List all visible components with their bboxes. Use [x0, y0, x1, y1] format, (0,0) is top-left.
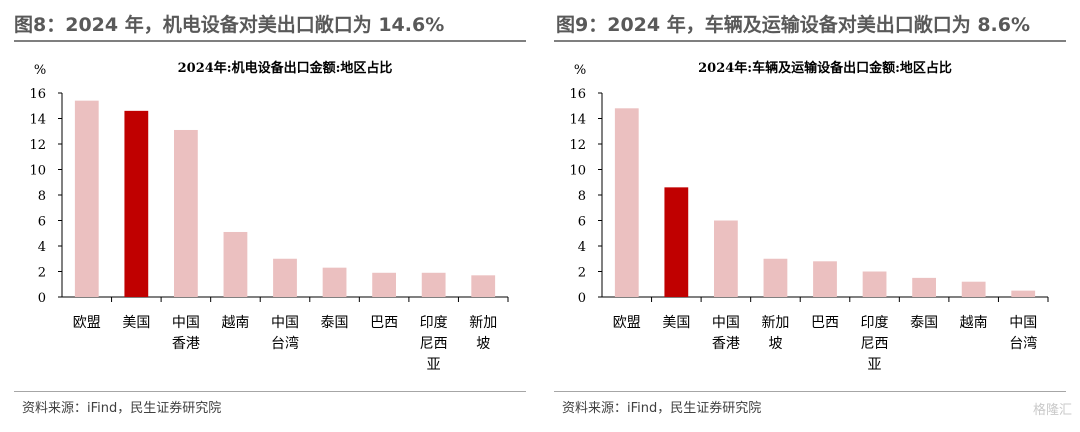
x-category-label: 巴西: [370, 315, 398, 331]
x-category-label: 新加: [469, 315, 497, 331]
bar-巴西: [372, 272, 397, 297]
figure-9-top-rule: [554, 40, 1066, 42]
watermark-logo: 格隆汇: [1032, 403, 1072, 418]
bar-中国香港: [713, 220, 738, 297]
x-category-label: 香港: [712, 336, 740, 352]
figure-8-top-rule: [14, 40, 526, 42]
y-tick-label: 16: [29, 87, 46, 102]
bar-美国: [124, 110, 149, 297]
x-category-label: 坡: [768, 336, 782, 352]
x-category-label: 中国: [712, 315, 740, 331]
figure-8-source: 资料来源：iFind，民生证券研究院: [22, 401, 222, 416]
y-axis-unit: %: [574, 63, 586, 78]
x-category-label: 越南: [960, 315, 988, 331]
x-category-label: 泰国: [910, 315, 938, 331]
bar-越南: [961, 281, 986, 297]
y-tick-label: 6: [578, 215, 586, 230]
bar-巴西: [813, 261, 837, 297]
y-tick-label: 4: [578, 240, 586, 255]
chart-machinery-export-share: 2024年:机电设备出口金额:地区占比% 0 2 4 6 8 10 12 14 16 欧盟 美国 中国香…: [29, 60, 509, 373]
y-tick-label: 6: [38, 215, 46, 230]
x-category-label: 亚: [427, 357, 441, 373]
y-tick-label: 0: [38, 291, 46, 306]
x-category-label: 欧盟: [73, 315, 101, 331]
x-category-label: 尼西: [420, 336, 448, 352]
figure-9-source: 资料来源：iFind，民生证券研究院: [562, 401, 762, 416]
x-category-label: 中国: [271, 315, 299, 331]
x-category-label: 越南: [221, 315, 249, 331]
x-category-label: 香港: [172, 336, 200, 352]
bar-新加坡: [763, 258, 788, 297]
y-tick-label: 8: [578, 189, 586, 204]
figure-9-heading: 图9：2024 年，车辆及运输设备对美出口敞口为 8.6%: [556, 14, 1031, 36]
bar-中国香港: [173, 129, 198, 297]
x-category-label: 美国: [662, 315, 690, 331]
x-category-label: 中国: [172, 315, 200, 331]
y-tick-label: 4: [38, 240, 46, 255]
y-axis-unit: %: [34, 63, 46, 78]
y-tick-label: 16: [569, 87, 586, 102]
y-tick-label: 8: [38, 189, 46, 204]
x-category-label: 亚: [868, 357, 882, 373]
bar-欧盟: [614, 108, 639, 297]
y-tick-label: 10: [29, 164, 46, 179]
y-tick-label: 2: [38, 266, 46, 281]
chart-vehicles-export-share: 2024年:车辆及运输设备出口金额:地区占比% 0 2 4 6 8 10 12 14 16 欧盟 美国…: [569, 60, 1049, 373]
x-category-label: 巴西: [811, 315, 839, 331]
x-category-label: 尼西: [861, 336, 889, 352]
x-category-label: 台湾: [271, 335, 299, 352]
y-tick-label: 14: [29, 113, 46, 128]
figure-9-bottom-rule: [554, 391, 1066, 392]
x-category-label: 欧盟: [613, 315, 641, 331]
bar-新加坡: [471, 275, 496, 297]
bar-美国: [664, 187, 689, 297]
y-tick-label: 2: [578, 266, 586, 281]
bar-泰国: [322, 267, 347, 297]
y-tick-label: 10: [569, 164, 586, 179]
y-tick-label: 12: [29, 138, 46, 153]
x-category-label: 泰国: [321, 315, 349, 331]
x-category-label: 美国: [122, 315, 150, 331]
y-tick-label: 12: [569, 138, 586, 153]
figure-8-heading: 图8：2024 年，机电设备对美出口敞口为 14.6%: [14, 14, 445, 36]
x-category-label: 台湾: [1009, 335, 1037, 352]
y-tick-label: 14: [569, 113, 586, 128]
chart-title: 2024年:车辆及运输设备出口金额:地区占比: [698, 60, 952, 76]
bar-欧盟: [74, 100, 99, 298]
y-tick-label: 0: [578, 291, 586, 306]
figure-8-bottom-rule: [14, 391, 526, 392]
x-category-label: 印度: [861, 315, 889, 331]
bar-中国台湾: [273, 258, 297, 297]
x-category-label: 坡: [476, 336, 490, 352]
bar-泰国: [912, 277, 937, 297]
x-category-label: 印度: [420, 315, 448, 331]
bar-印度尼西亚: [862, 271, 887, 297]
bar-越南: [223, 231, 248, 297]
x-category-label: 新加: [761, 315, 789, 331]
bar-中国台湾: [1011, 290, 1036, 297]
bar-印度尼西亚: [421, 272, 446, 297]
x-category-label: 中国: [1009, 315, 1037, 331]
chart-title: 2024年:机电设备出口金额:地区占比: [178, 60, 393, 76]
